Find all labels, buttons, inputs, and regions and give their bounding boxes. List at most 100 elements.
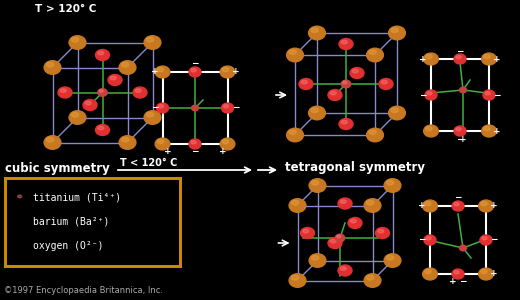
Ellipse shape xyxy=(12,215,30,229)
Text: T < 120° C: T < 120° C xyxy=(120,158,177,168)
Ellipse shape xyxy=(72,112,79,117)
Ellipse shape xyxy=(340,267,346,270)
Ellipse shape xyxy=(481,202,487,206)
Ellipse shape xyxy=(289,274,306,287)
Text: T > 120° C: T > 120° C xyxy=(35,4,96,14)
Text: oxygen (O²⁻): oxygen (O²⁻) xyxy=(33,241,103,251)
Ellipse shape xyxy=(311,28,318,33)
Ellipse shape xyxy=(14,241,28,251)
Ellipse shape xyxy=(350,68,364,79)
Ellipse shape xyxy=(98,126,103,130)
Ellipse shape xyxy=(381,80,387,84)
Ellipse shape xyxy=(454,126,466,136)
Ellipse shape xyxy=(369,50,376,55)
Ellipse shape xyxy=(222,140,229,144)
Ellipse shape xyxy=(378,229,384,233)
Ellipse shape xyxy=(425,202,431,206)
Ellipse shape xyxy=(46,137,54,142)
Ellipse shape xyxy=(388,106,406,120)
Ellipse shape xyxy=(99,90,103,92)
Ellipse shape xyxy=(364,274,381,287)
Ellipse shape xyxy=(336,235,341,238)
Ellipse shape xyxy=(460,245,466,251)
Ellipse shape xyxy=(330,239,336,243)
Ellipse shape xyxy=(339,38,353,50)
Ellipse shape xyxy=(484,55,490,59)
Ellipse shape xyxy=(423,268,437,280)
Text: +: + xyxy=(490,202,498,211)
Ellipse shape xyxy=(133,87,147,98)
Ellipse shape xyxy=(220,138,235,150)
FancyBboxPatch shape xyxy=(5,178,180,266)
Ellipse shape xyxy=(424,53,438,65)
Ellipse shape xyxy=(301,227,315,239)
Ellipse shape xyxy=(46,62,54,67)
Ellipse shape xyxy=(58,87,72,98)
Text: −: − xyxy=(456,46,464,56)
Ellipse shape xyxy=(287,48,303,62)
Ellipse shape xyxy=(98,51,103,55)
Ellipse shape xyxy=(309,254,326,267)
Ellipse shape xyxy=(189,67,201,77)
Ellipse shape xyxy=(222,68,229,72)
Ellipse shape xyxy=(85,101,91,105)
Text: −: − xyxy=(191,59,199,68)
Text: ©1997 Encyclopaedia Britannica, Inc.: ©1997 Encyclopaedia Britannica, Inc. xyxy=(4,286,163,295)
Ellipse shape xyxy=(343,81,347,84)
Ellipse shape xyxy=(454,54,466,64)
Ellipse shape xyxy=(157,140,164,144)
Ellipse shape xyxy=(369,130,376,135)
Ellipse shape xyxy=(311,180,319,185)
Ellipse shape xyxy=(330,91,336,95)
Ellipse shape xyxy=(338,265,352,276)
Ellipse shape xyxy=(119,136,136,149)
Ellipse shape xyxy=(335,234,345,242)
Ellipse shape xyxy=(119,61,136,74)
Ellipse shape xyxy=(15,217,22,222)
Ellipse shape xyxy=(83,100,97,110)
Ellipse shape xyxy=(299,79,313,89)
Ellipse shape xyxy=(426,237,431,240)
Ellipse shape xyxy=(44,61,61,74)
Ellipse shape xyxy=(122,62,129,67)
Ellipse shape xyxy=(147,112,154,117)
Ellipse shape xyxy=(481,269,487,274)
Text: −: − xyxy=(490,236,498,244)
Ellipse shape xyxy=(427,92,432,95)
Ellipse shape xyxy=(339,118,353,130)
Ellipse shape xyxy=(425,269,431,274)
Ellipse shape xyxy=(301,80,307,84)
Ellipse shape xyxy=(144,36,161,49)
Ellipse shape xyxy=(379,79,393,89)
Ellipse shape xyxy=(157,68,164,72)
Ellipse shape xyxy=(364,199,381,212)
Ellipse shape xyxy=(96,124,110,136)
Ellipse shape xyxy=(367,48,383,62)
Ellipse shape xyxy=(452,269,464,279)
Ellipse shape xyxy=(308,26,326,40)
Ellipse shape xyxy=(155,66,170,78)
Text: titanium (Ti⁴⁺): titanium (Ti⁴⁺) xyxy=(33,193,121,203)
Text: tetragonal symmetry: tetragonal symmetry xyxy=(285,161,425,174)
Text: cubic symmetry: cubic symmetry xyxy=(5,162,110,175)
Ellipse shape xyxy=(424,235,436,245)
Ellipse shape xyxy=(452,201,464,211)
Text: −: − xyxy=(418,236,426,244)
Ellipse shape xyxy=(157,103,168,113)
Ellipse shape xyxy=(348,218,362,229)
Ellipse shape xyxy=(110,76,116,80)
Ellipse shape xyxy=(352,69,358,73)
Ellipse shape xyxy=(454,271,459,274)
Ellipse shape xyxy=(60,89,66,92)
Ellipse shape xyxy=(375,227,389,239)
Ellipse shape xyxy=(220,66,235,78)
Ellipse shape xyxy=(384,254,401,267)
Text: −: − xyxy=(419,91,427,100)
Ellipse shape xyxy=(386,180,394,185)
Ellipse shape xyxy=(426,127,432,131)
Ellipse shape xyxy=(338,198,352,209)
Text: +: + xyxy=(164,148,171,157)
Ellipse shape xyxy=(309,179,326,192)
Ellipse shape xyxy=(289,199,306,212)
Text: +: + xyxy=(490,269,498,278)
